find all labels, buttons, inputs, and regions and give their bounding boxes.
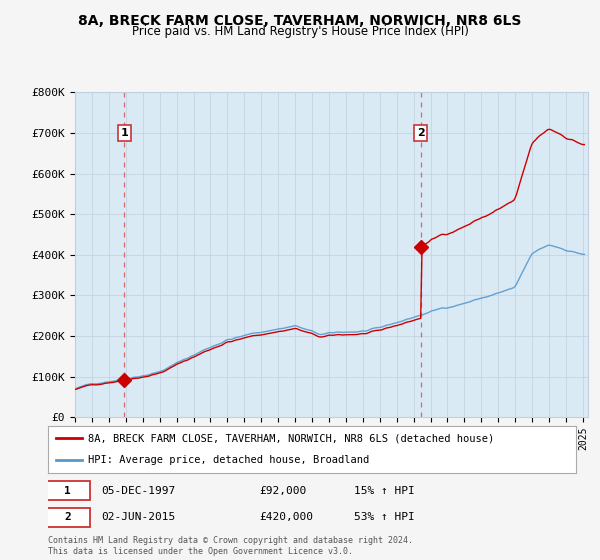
Text: HPI: Average price, detached house, Broadland: HPI: Average price, detached house, Broa…: [88, 455, 369, 465]
Text: Contains HM Land Registry data © Crown copyright and database right 2024.
This d: Contains HM Land Registry data © Crown c…: [48, 536, 413, 556]
FancyBboxPatch shape: [46, 482, 90, 501]
Text: 15% ↑ HPI: 15% ↑ HPI: [354, 486, 415, 496]
Text: 2: 2: [417, 128, 425, 138]
Text: 05-DEC-1997: 05-DEC-1997: [101, 486, 175, 496]
Text: 02-JUN-2015: 02-JUN-2015: [101, 512, 175, 522]
Text: £420,000: £420,000: [259, 512, 313, 522]
Text: 1: 1: [121, 128, 128, 138]
Text: 2: 2: [64, 512, 71, 522]
Text: 8A, BRECK FARM CLOSE, TAVERHAM, NORWICH, NR8 6LS (detached house): 8A, BRECK FARM CLOSE, TAVERHAM, NORWICH,…: [88, 433, 494, 444]
FancyBboxPatch shape: [46, 507, 90, 526]
Text: 8A, BRECK FARM CLOSE, TAVERHAM, NORWICH, NR8 6LS: 8A, BRECK FARM CLOSE, TAVERHAM, NORWICH,…: [79, 14, 521, 28]
Text: £92,000: £92,000: [259, 486, 307, 496]
Text: Price paid vs. HM Land Registry's House Price Index (HPI): Price paid vs. HM Land Registry's House …: [131, 25, 469, 38]
Text: 1: 1: [64, 486, 71, 496]
Text: 53% ↑ HPI: 53% ↑ HPI: [354, 512, 415, 522]
